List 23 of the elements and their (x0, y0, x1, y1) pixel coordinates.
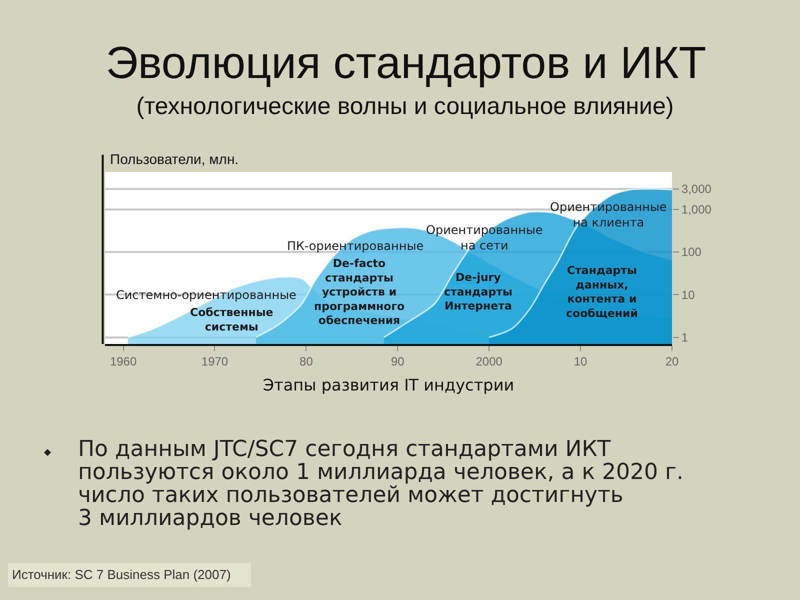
x-tick-label: 1970 (201, 354, 228, 368)
annotation: De-jury стандарты Интернета (444, 271, 512, 313)
annotation: Стандарты данных, контента и сообщений (566, 264, 638, 320)
x-tick-label: 20 (665, 354, 679, 368)
text: Источник: SC 7 Business Plan (2007) (8, 563, 251, 587)
y-tick-label: 1,000 (681, 202, 712, 217)
annotation: Собственные системы (190, 306, 274, 334)
x-tick-label: 10 (574, 354, 588, 368)
text: По данным JTC/SC7 сегодня стандартами ИКТ пользуются около 1 миллиарда человек, а к 2020 г. число таких пользователей может достигнуть 3 миллиардов человек (78, 437, 684, 531)
y-tick-label: 10 (681, 288, 696, 302)
chart-title: Эволюция стандартов и ИКТ (104, 37, 708, 88)
x-tick-label: 1960 (110, 354, 137, 368)
annotation: De-facto стандарты устройств и программного обеспечения (314, 257, 405, 328)
y-tick-label: 100 (681, 245, 702, 260)
x-tick-label: 2000 (476, 354, 503, 368)
x-tick-label: 80 (300, 354, 314, 368)
x-axis-title: Этапы развития IT индустрии (262, 376, 514, 395)
series-label: Системно-ориентированные (116, 288, 296, 302)
chart-subtitle: (технологические волны и социальное влияние) (135, 93, 675, 120)
x-tick-label: 90 (390, 354, 405, 368)
y-axis-title: Пользователи, млн. (110, 151, 239, 167)
y-tick-label: 3,000 (681, 182, 712, 196)
y-tick-label: 1 (681, 330, 688, 345)
